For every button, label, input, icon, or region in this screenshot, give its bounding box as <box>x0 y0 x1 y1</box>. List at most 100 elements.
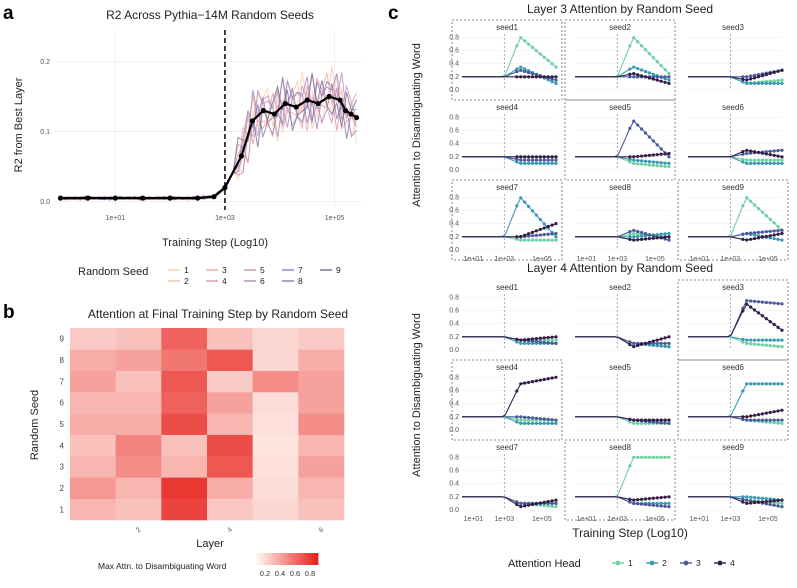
chart-c3-head-point <box>749 161 753 166</box>
chart-c3-head-point <box>651 153 655 157</box>
chart-c3-head-point <box>546 158 550 162</box>
chart-c3-head-point <box>741 150 745 154</box>
chart-c3-head-point <box>663 232 667 236</box>
chart-a-mean-point <box>260 107 266 114</box>
chart-c3-head-point <box>546 224 550 229</box>
chart-c4-facet-label: seed2 <box>609 283 631 292</box>
chart-c4-head-point <box>741 417 745 422</box>
chart-c3-y-tick-label: 0.8 <box>449 194 459 201</box>
chart-c4-head-line <box>462 376 557 418</box>
chart-b-cell <box>298 477 345 499</box>
chart-c4-head-point <box>542 417 546 421</box>
chart-c4-head-point <box>655 338 659 342</box>
chart-c3-facet-label: seed4 <box>496 103 518 112</box>
chart-b-colorbar-step <box>293 553 297 565</box>
chart-c3-head-point <box>772 153 776 157</box>
chart-c3-head-point <box>526 204 531 209</box>
chart-c4-head-point <box>550 376 554 380</box>
chart-c4-head-point <box>526 337 531 341</box>
chart-c3-head-point <box>659 79 663 83</box>
chart-c4-head-point <box>667 335 671 339</box>
chart-c3-head-point <box>550 238 554 242</box>
chart-b-cell <box>207 349 253 371</box>
chart-c4-y-tick-label: 0.6 <box>449 387 459 394</box>
chart-c3-head-point <box>768 217 772 221</box>
chart-c3-head-point <box>643 232 648 236</box>
chart-c4-head-point <box>745 302 749 306</box>
chart-c4-head-point <box>636 455 640 459</box>
chart-c3-head-point <box>752 76 757 80</box>
chart-c4-head-point <box>741 309 745 313</box>
chart-c4-head-point <box>651 496 655 500</box>
chart-c3-head-point <box>530 158 535 162</box>
chart-c4-head-point <box>554 341 558 346</box>
chart-c4-head-point <box>772 301 776 305</box>
chart-c3-head-point <box>515 204 519 208</box>
chart-c3-head-point <box>639 154 644 158</box>
chart-b-colorbar-step <box>268 553 272 565</box>
chart-c3-head-point <box>659 152 663 156</box>
chart-c3-head-point <box>515 155 519 159</box>
chart-c3-head-point <box>636 232 640 236</box>
chart-c4-head-point <box>534 416 539 420</box>
chart-c3-head-point <box>745 231 749 236</box>
chart-c4-head-point <box>515 502 519 507</box>
chart-c3-head-point <box>542 155 546 159</box>
chart-c3-head-point <box>651 56 655 60</box>
chart-c3-head-line <box>462 36 557 78</box>
chart-a-mean-point <box>271 111 277 117</box>
chart-c3-head-point <box>772 81 776 86</box>
chart-c3-head-point <box>632 161 636 166</box>
chart-b-cell <box>207 456 253 478</box>
chart-c3-head-point <box>749 74 753 78</box>
chart-c3-head-point <box>632 119 636 123</box>
chart-c4-x-tick-label: 1e+03 <box>494 516 514 523</box>
chart-c3-head-point <box>519 75 523 79</box>
chart-c3-head-point <box>515 44 519 48</box>
chart-c3-head-point <box>647 135 652 139</box>
chart-a-plot-area: 1e+01 1e+03 1e+05 0.0 0.1 0.2 <box>40 30 362 222</box>
chart-c3-head-point <box>542 238 546 242</box>
chart-c3-head-line <box>688 69 783 78</box>
chart-c4-facet-highlight <box>564 439 676 521</box>
chart-c3-facet-label: seed6 <box>722 103 744 112</box>
chart-c4-x-tick-label: 1e+03 <box>720 516 740 523</box>
chart-c3-head-point <box>542 222 546 226</box>
chart-c4-head-point <box>772 338 776 342</box>
chart-c4-head-point <box>632 341 636 346</box>
chart-c3-head-point <box>764 81 768 86</box>
chart-c3-head-point <box>515 160 519 164</box>
chart-c4-head-point <box>659 418 663 422</box>
chart-c3-facet-label: seed2 <box>609 23 631 32</box>
chart-c4-y-tick-label: 0.6 <box>449 467 459 474</box>
chart-a-mean-point <box>282 100 288 107</box>
chart-c4-head-point <box>515 340 519 344</box>
chart-c3-head-point <box>760 210 765 214</box>
chart-c3-head-point <box>530 155 535 159</box>
chart-c3-head-point <box>768 158 772 162</box>
chart-c3-facet-label: seed9 <box>722 183 744 192</box>
chart-c4-head-point <box>760 418 765 422</box>
chart-c4-head-point <box>756 382 761 386</box>
chart-c4-head-point <box>534 421 539 426</box>
chart-a-ylabel: R2 from Best Layer <box>13 77 25 172</box>
chart-c3-head-point <box>554 238 558 242</box>
chart-c4-head-point <box>749 338 753 342</box>
chart-c4-head-point <box>632 455 636 459</box>
chart-c3-head-point <box>741 237 745 242</box>
chart-c4-head-point <box>749 305 753 309</box>
chart-b-colorbar-step <box>256 553 260 565</box>
chart-c3-title: Layer 3 Attention by Random Seed <box>527 2 713 16</box>
chart-b-colorbar-label: 0.6 <box>290 569 300 578</box>
chart-c4-head-point <box>647 503 652 507</box>
chart-b-cell <box>298 392 345 414</box>
chart-c3-head-point <box>639 230 644 235</box>
chart-b-cell <box>298 434 345 457</box>
chart-b-y-tick-label: 4 <box>60 441 65 450</box>
chart-b-cell <box>161 413 208 435</box>
chart-c3-head-point <box>768 236 772 240</box>
chart-c3-head-point <box>526 42 531 46</box>
chart-c4-head-point <box>526 503 531 507</box>
chart-b-cell <box>115 370 162 393</box>
chart-c4-head-point <box>741 337 745 342</box>
